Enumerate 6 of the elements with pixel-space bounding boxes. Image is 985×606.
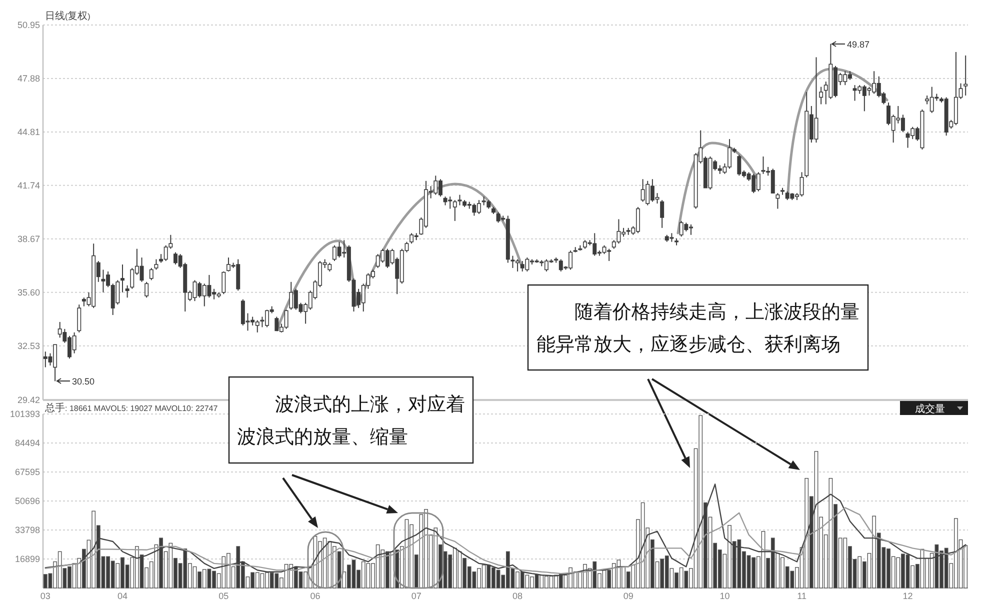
annotation: 成交量 <box>915 403 945 415</box>
title: 日线(复权) <box>45 11 90 22</box>
annotation: 49.87 <box>847 40 870 50</box>
button: 成交量 <box>900 401 968 415</box>
annotation: 30.50 <box>72 376 95 386</box>
title: 总手: 18661 MAVOL5: 19027 MAVOL10: 22747 <box>45 403 218 414</box>
